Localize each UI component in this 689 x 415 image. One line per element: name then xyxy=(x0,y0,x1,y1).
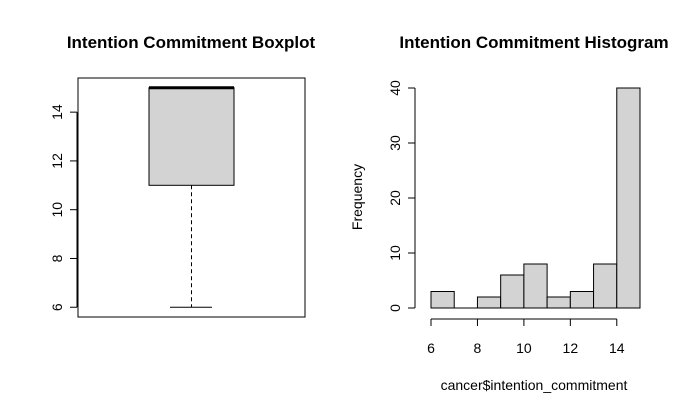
histogram-bar xyxy=(430,291,455,309)
histogram-x-tick-label: 6 xyxy=(427,340,435,356)
histogram-bar xyxy=(476,296,502,309)
histogram-y-tick-label: 20 xyxy=(387,190,403,206)
boxplot-marks xyxy=(148,86,235,308)
histogram-y-tick-label: 0 xyxy=(387,304,403,312)
histogram-bars xyxy=(430,87,641,309)
histogram-bar xyxy=(593,263,618,309)
histogram-y-tick-label: 10 xyxy=(387,245,403,261)
histogram-bar xyxy=(569,291,595,309)
boxplot-panel: Intention Commitment Boxplot 6 8 10 12 14 xyxy=(49,33,316,318)
histogram-bar xyxy=(546,296,571,309)
histogram-y-axis: 0 10 20 30 40 xyxy=(387,80,416,312)
histogram-title: Intention Commitment Histogram xyxy=(399,33,668,52)
histogram-bar xyxy=(500,274,525,309)
histogram-y-label: Frequency xyxy=(349,164,365,230)
histogram-x-axis: 6 8 10 12 14 xyxy=(427,318,625,356)
boxplot-y-tick-label: 8 xyxy=(49,254,65,262)
histogram-bar xyxy=(616,87,641,309)
histogram-x-tick-label: 10 xyxy=(516,340,532,356)
boxplot-title: Intention Commitment Boxplot xyxy=(67,33,316,52)
histogram-bar xyxy=(523,263,548,309)
boxplot-y-tick-label: 6 xyxy=(49,303,65,311)
boxplot-frame xyxy=(77,77,306,318)
histogram-x-label: cancer$intention_commitment xyxy=(441,377,628,393)
boxplot-y-tick-label: 12 xyxy=(49,153,65,169)
boxplot-y-tick-label: 10 xyxy=(49,202,65,218)
boxplot-box xyxy=(148,87,235,186)
histogram-x-tick-label: 12 xyxy=(563,340,579,356)
histogram-x-tick-label: 14 xyxy=(609,340,625,356)
boxplot-y-tick-label: 14 xyxy=(49,104,65,120)
boxplot-y-axis: 6 8 10 12 14 xyxy=(49,104,78,311)
histogram-panel: Intention Commitment Histogram 0 10 20 30 40… xyxy=(349,33,669,393)
histogram-y-tick-label: 30 xyxy=(387,135,403,151)
histogram-y-tick-label: 40 xyxy=(387,80,403,96)
histogram-x-tick-label: 8 xyxy=(474,340,482,356)
